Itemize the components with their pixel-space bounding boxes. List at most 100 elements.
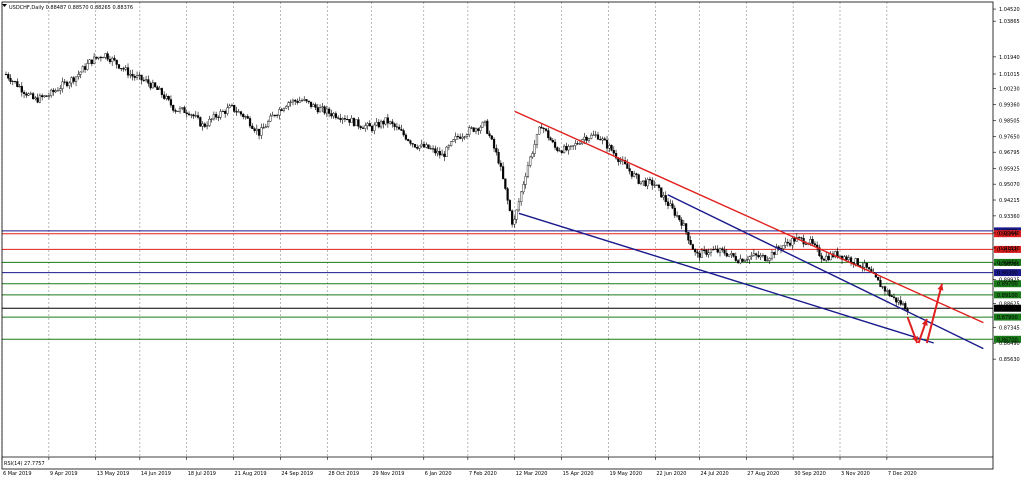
candle-body [714, 248, 717, 250]
candle-body [224, 111, 227, 114]
plot-frame [1, 1, 994, 470]
chart-menu-icon[interactable] [2, 4, 7, 7]
candle-body [775, 246, 778, 255]
candle-body [269, 115, 272, 122]
candle-body [181, 107, 184, 109]
candle-body [689, 239, 692, 245]
candle-body [244, 116, 247, 118]
candle-body [788, 242, 792, 246]
x-tick-label: 7 Dec 2020 [888, 471, 917, 477]
candle-body [707, 252, 710, 255]
level-tag [994, 335, 1021, 343]
candle-body [675, 215, 679, 217]
candle-body [797, 237, 801, 239]
candle-body [757, 255, 760, 258]
candle-body [461, 136, 464, 139]
candle-body [877, 276, 880, 281]
candle-body [474, 128, 478, 132]
candle-body [470, 127, 473, 129]
x-tick-label: 30 Sep 2020 [794, 471, 826, 477]
y-tick-label: 0.93360 [999, 214, 1020, 220]
candle-body [572, 145, 575, 147]
candle-body [83, 66, 87, 70]
candle-body [201, 123, 204, 127]
candle-body [163, 94, 166, 99]
y-tick-label: 1.01015 [999, 72, 1020, 78]
candle-body [511, 210, 514, 225]
candle-body [888, 290, 891, 296]
candle-body [483, 120, 487, 123]
candle-body [140, 74, 143, 81]
candle-body [892, 296, 896, 298]
candle-body [176, 110, 179, 112]
candle-body [86, 63, 89, 70]
candle-body [766, 260, 769, 262]
candle-body [854, 258, 857, 265]
candle-body [901, 303, 905, 305]
candle-body [328, 108, 331, 114]
candle-body [614, 153, 618, 159]
candle-body [495, 148, 498, 153]
y-tick-label: 0.91630 [999, 246, 1020, 252]
candle-body [233, 104, 236, 112]
candle-body [680, 219, 683, 226]
candle-body [791, 238, 794, 246]
candle-body [300, 100, 304, 102]
candle-body [626, 163, 629, 169]
x-tick-label: 18 Jul 2019 [188, 471, 216, 477]
candle-body [366, 123, 369, 126]
candle-body [725, 253, 728, 257]
candle-body [420, 143, 423, 147]
candle-body [29, 93, 32, 95]
candle-body [834, 251, 837, 258]
candle-body [217, 116, 220, 118]
candle-body [716, 248, 719, 253]
candle-body [386, 117, 389, 124]
candle-body [648, 179, 652, 181]
candle-body [126, 67, 130, 76]
candle-body [151, 82, 154, 89]
candle-body [115, 59, 118, 65]
candle-body [694, 249, 697, 253]
y-tick-label: 0.97650 [999, 134, 1020, 140]
candle-body [422, 143, 426, 148]
candle-body [779, 248, 783, 250]
level-tag [994, 258, 1021, 266]
candle-body [784, 241, 787, 246]
time-axis: 6 Mar 2019 9 Apr 2019 13 May 2019 14 Jun 20… [1, 457, 917, 477]
candle-body [655, 184, 658, 186]
candle-body [770, 252, 774, 259]
candle-body [135, 75, 139, 78]
level-tag [994, 313, 1021, 321]
candle-body [88, 59, 91, 64]
candle-body [400, 129, 403, 131]
candle-body [199, 117, 202, 127]
candle-body [25, 93, 28, 96]
candle-body [465, 134, 469, 138]
candle-body [72, 77, 75, 82]
candle-body [669, 203, 672, 206]
candle-body [506, 188, 509, 201]
candle-body [666, 201, 670, 206]
candle-body [147, 79, 150, 84]
candle-body [488, 133, 491, 137]
candle-body [443, 153, 446, 157]
candle-body [278, 109, 281, 116]
candle-body [587, 138, 591, 141]
x-tick-label: 27 Aug 2020 [747, 471, 779, 477]
level-tag [994, 269, 1021, 277]
candle-body [748, 256, 751, 260]
candle-body [34, 97, 37, 100]
candle-body [47, 95, 51, 97]
candle-body [50, 89, 53, 96]
candle-body [825, 255, 828, 261]
candle-body [52, 89, 55, 93]
candle-body [651, 179, 654, 186]
candle-body [578, 143, 582, 145]
candle-body [431, 148, 435, 150]
candle-body [440, 153, 444, 156]
candle-body [104, 53, 107, 58]
candle-body [605, 139, 609, 149]
candle-body [133, 76, 136, 78]
candle-body [251, 125, 254, 129]
